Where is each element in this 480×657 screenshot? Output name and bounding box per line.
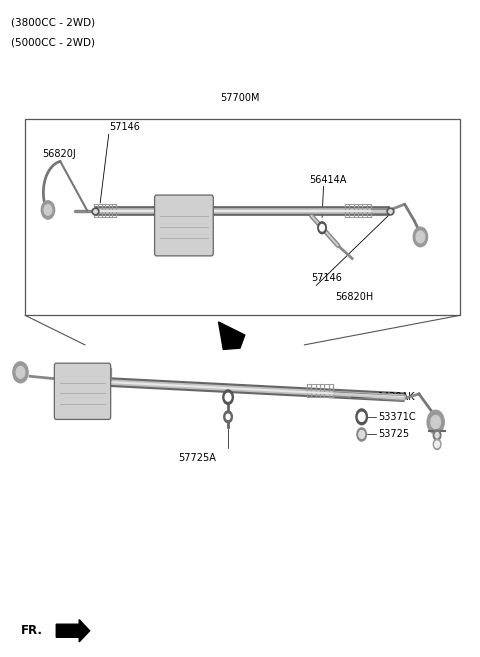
Bar [25, 119, 459, 315]
Text: 53371C: 53371C [378, 412, 416, 422]
Text: (5000CC - 2WD): (5000CC - 2WD) [11, 37, 95, 47]
Circle shape [435, 432, 439, 438]
FancyBboxPatch shape [155, 195, 213, 256]
Circle shape [13, 362, 28, 383]
Circle shape [435, 441, 440, 447]
Circle shape [41, 201, 55, 219]
Polygon shape [56, 620, 90, 642]
Text: (3800CC - 2WD): (3800CC - 2WD) [11, 18, 95, 28]
Text: 57700M: 57700M [220, 93, 260, 102]
Circle shape [16, 367, 25, 378]
Polygon shape [218, 322, 245, 350]
Circle shape [431, 415, 441, 428]
Text: 56414A: 56414A [309, 175, 347, 185]
Circle shape [44, 205, 52, 215]
Text: 57725A: 57725A [178, 453, 216, 463]
Circle shape [356, 409, 367, 424]
Text: 56820J: 56820J [42, 148, 76, 158]
Circle shape [416, 231, 425, 243]
Text: 57146: 57146 [109, 122, 140, 132]
Text: 53725: 53725 [378, 430, 409, 440]
Circle shape [320, 225, 324, 231]
Text: 1430AK: 1430AK [378, 392, 416, 402]
Circle shape [225, 394, 231, 401]
Text: 57146: 57146 [312, 273, 342, 283]
Circle shape [359, 430, 364, 438]
Circle shape [226, 414, 230, 419]
Circle shape [318, 222, 326, 234]
Circle shape [413, 227, 428, 247]
Text: 56820H: 56820H [336, 292, 374, 302]
Text: FR.: FR. [21, 624, 42, 637]
Circle shape [359, 412, 365, 421]
Circle shape [224, 411, 232, 422]
Circle shape [357, 428, 366, 441]
Circle shape [223, 390, 233, 405]
FancyBboxPatch shape [54, 363, 111, 419]
Circle shape [433, 439, 441, 449]
Circle shape [433, 430, 441, 440]
Circle shape [427, 410, 444, 434]
